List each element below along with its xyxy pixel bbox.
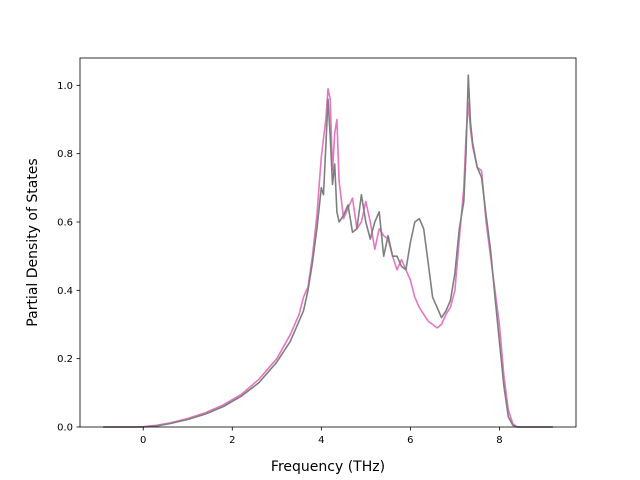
y-axis-label: Partial Density of States (25, 158, 41, 326)
x-axis-ticks: 0 2 4 6 8 (140, 427, 503, 446)
x-tick-label: 8 (496, 435, 502, 446)
x-tick-label: 4 (318, 435, 324, 446)
x-tick-label: 2 (229, 435, 235, 446)
y-tick-label: 1.0 (57, 81, 73, 92)
y-tick-label: 0.8 (57, 149, 73, 160)
plot-frame (79, 57, 577, 428)
y-tick-label: 0.4 (57, 286, 73, 297)
y-tick-label: 0.2 (57, 354, 73, 365)
y-tick-label: 0.6 (57, 218, 73, 229)
x-tick-label: 0 (140, 435, 146, 446)
y-axis-ticks: 0.0 0.2 0.4 0.6 0.8 1.0 (57, 81, 80, 434)
series-layer (103, 74, 553, 428)
x-axis-label: Frequency (THz) (271, 459, 385, 475)
y-tick-label: 0.0 (57, 423, 73, 434)
x-tick-label: 6 (407, 435, 413, 446)
series-line-2 (103, 74, 553, 428)
